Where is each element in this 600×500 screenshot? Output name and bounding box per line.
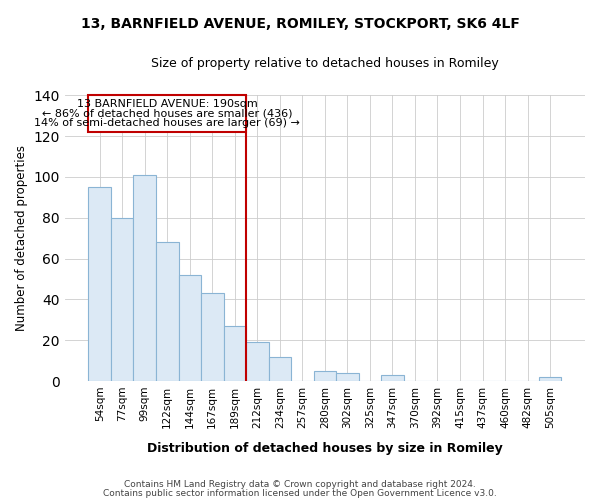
- X-axis label: Distribution of detached houses by size in Romiley: Distribution of detached houses by size …: [147, 442, 503, 455]
- Text: Contains public sector information licensed under the Open Government Licence v3: Contains public sector information licen…: [103, 488, 497, 498]
- Y-axis label: Number of detached properties: Number of detached properties: [15, 145, 28, 331]
- Bar: [269, 356, 291, 381]
- Text: 13, BARNFIELD AVENUE, ROMILEY, STOCKPORT, SK6 4LF: 13, BARNFIELD AVENUE, ROMILEY, STOCKPORT…: [80, 18, 520, 32]
- Text: 14% of semi-detached houses are larger (69) →: 14% of semi-detached houses are larger (…: [34, 118, 300, 128]
- Title: Size of property relative to detached houses in Romiley: Size of property relative to detached ho…: [151, 58, 499, 70]
- Bar: [314, 371, 336, 381]
- Bar: [156, 242, 179, 381]
- Bar: [133, 175, 156, 381]
- Bar: [111, 218, 133, 381]
- Bar: [381, 375, 404, 381]
- Bar: [201, 294, 224, 381]
- Text: 13 BARNFIELD AVENUE: 190sqm: 13 BARNFIELD AVENUE: 190sqm: [77, 100, 257, 110]
- Bar: [246, 342, 269, 381]
- Bar: [539, 377, 562, 381]
- Bar: [336, 373, 359, 381]
- Text: ← 86% of detached houses are smaller (436): ← 86% of detached houses are smaller (43…: [42, 108, 293, 118]
- Bar: [179, 275, 201, 381]
- Text: Contains HM Land Registry data © Crown copyright and database right 2024.: Contains HM Land Registry data © Crown c…: [124, 480, 476, 489]
- Bar: [88, 187, 111, 381]
- FancyBboxPatch shape: [88, 96, 246, 132]
- Bar: [224, 326, 246, 381]
